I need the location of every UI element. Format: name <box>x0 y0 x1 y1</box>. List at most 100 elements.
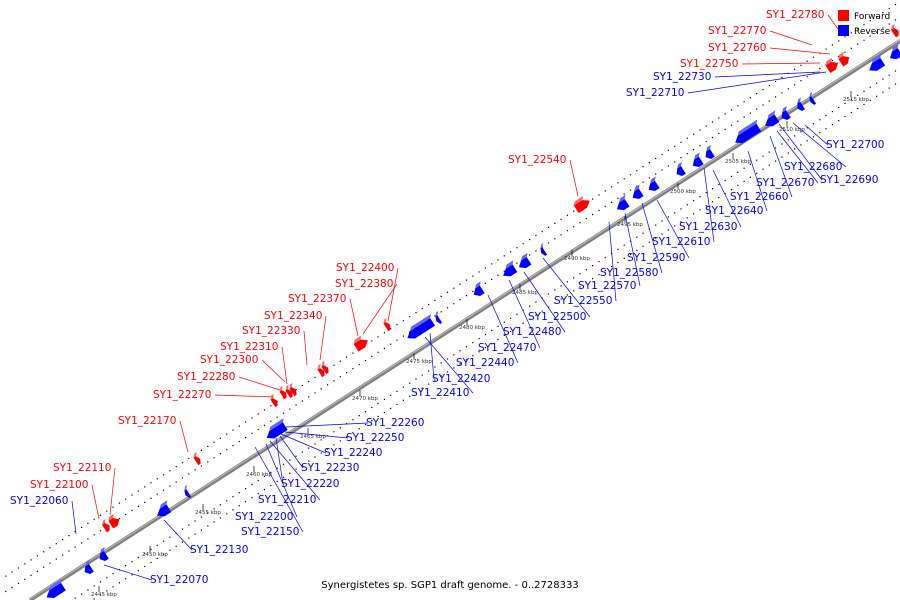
guide-dot <box>263 424 266 426</box>
reverse-gene <box>809 91 817 105</box>
leader-line <box>280 433 327 454</box>
gene-bevel <box>505 260 514 269</box>
guide-dot <box>711 136 714 139</box>
guide-dot <box>144 486 146 488</box>
guide-dot <box>377 402 379 405</box>
guide-dot <box>749 176 751 178</box>
gene-label: SY1_22690 <box>820 174 878 186</box>
guide-dot <box>364 424 367 426</box>
gene-bevel <box>767 110 776 119</box>
guide-dot <box>497 338 499 341</box>
guide-dot <box>535 234 537 237</box>
leader-line <box>91 484 100 520</box>
guide-dot <box>686 204 688 206</box>
guide-dot <box>308 447 310 449</box>
gene-arrow <box>353 339 368 352</box>
guide-dot <box>573 290 575 292</box>
guide-dot <box>339 360 341 362</box>
guide-dot <box>194 533 196 535</box>
guide-dot <box>131 561 133 563</box>
guide-dot <box>74 597 76 599</box>
guide-dot <box>491 263 493 265</box>
guide-dot <box>377 351 379 353</box>
guide-dot <box>863 24 865 26</box>
guide-dot <box>686 137 688 139</box>
guide-dot <box>749 97 751 99</box>
gene-arrow <box>889 47 900 60</box>
guide-dot <box>5 575 7 577</box>
guide-dot <box>529 239 531 241</box>
guide-dot <box>661 233 663 235</box>
guide-dot <box>377 415 379 418</box>
leader-line <box>238 376 281 391</box>
gene-label: SY1_22130 <box>190 544 248 556</box>
gene-bevel <box>108 513 114 521</box>
guide-dot <box>775 160 777 162</box>
guide-dot <box>402 399 404 401</box>
leader-line <box>103 564 153 581</box>
guide-dot <box>364 359 367 362</box>
guide-dot <box>472 342 474 344</box>
gene-arrow <box>317 368 325 378</box>
guide-dot <box>232 509 234 511</box>
guide-dot <box>257 479 259 482</box>
guide-dot <box>711 201 714 203</box>
guide-dot <box>522 243 524 245</box>
leader-line <box>508 279 541 349</box>
guide-dot <box>478 338 480 340</box>
gene-label: SY1_22240 <box>324 447 382 459</box>
guide-dot <box>819 68 821 70</box>
guide-dot <box>352 432 354 434</box>
guide-dot <box>446 371 449 373</box>
guide-dot <box>629 189 632 191</box>
guide-dot <box>396 403 398 405</box>
guide-dot <box>541 310 543 312</box>
guide-dot <box>529 254 531 256</box>
guide-dot <box>850 32 852 34</box>
guide-dot <box>428 303 430 306</box>
guide-dot <box>478 351 480 353</box>
guide-dot <box>181 477 184 479</box>
gene-arrow <box>891 28 899 38</box>
guide-dot <box>775 147 777 149</box>
guide-dot <box>869 20 871 22</box>
guide-dot <box>459 363 461 365</box>
guide-dot <box>175 545 177 547</box>
gene-bevel <box>409 313 432 332</box>
guide-dot <box>604 205 606 207</box>
guide-dot <box>188 524 190 526</box>
guide-dot <box>308 460 310 462</box>
gene-label: SY1_22380 <box>335 278 393 290</box>
reverse-gene <box>266 418 288 439</box>
guide-dot <box>409 316 411 318</box>
guide-dot <box>106 577 108 579</box>
guide-dot <box>775 80 777 83</box>
gene-labels: SY1_22780SY1_22770SY1_22760SY1_22750SY1_… <box>10 9 884 586</box>
leader-line <box>303 330 308 366</box>
guide-dot <box>219 504 221 506</box>
gene-bevel <box>85 559 90 567</box>
gene-label: SY1_22630 <box>679 221 737 233</box>
guide-dot <box>156 557 158 559</box>
gene-label: SY1_22110 <box>53 462 111 474</box>
leader-line <box>769 135 793 198</box>
guide-dot <box>301 464 303 466</box>
leader-line <box>542 257 591 318</box>
guide-dot <box>800 131 802 133</box>
guide-dot <box>402 320 404 322</box>
guide-dot <box>465 346 468 348</box>
guide-dot <box>592 278 594 280</box>
guide-dot <box>308 396 310 398</box>
guide-dot <box>503 334 505 337</box>
guide-dot <box>30 559 32 561</box>
guide-dot <box>787 88 789 90</box>
guide-dot <box>844 36 846 38</box>
guide-dot <box>541 230 543 233</box>
guide-dot <box>238 425 240 427</box>
guide-dot <box>617 197 619 199</box>
guide-dot <box>219 437 221 439</box>
guide-dot <box>831 111 833 113</box>
guide-dot <box>497 325 499 327</box>
guide-dot <box>604 256 606 259</box>
legend-forward-label: Forward <box>854 12 890 22</box>
